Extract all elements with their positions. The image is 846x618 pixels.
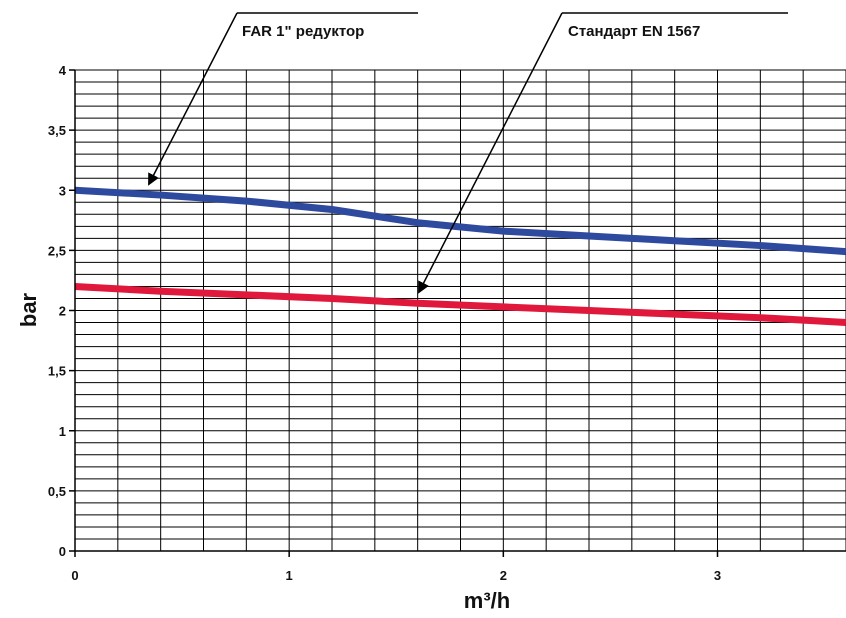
y-tick-label: 2 bbox=[59, 304, 66, 319]
y-tick-label: 0 bbox=[59, 544, 66, 559]
y-tick-label: 2,5 bbox=[48, 243, 66, 258]
y-axis-title: bar bbox=[16, 292, 41, 327]
series-line-en1567 bbox=[74, 282, 846, 327]
y-tick-label: 3,5 bbox=[48, 123, 66, 138]
y-tick-label: 3 bbox=[59, 183, 66, 198]
x-tick-label: 1 bbox=[286, 568, 293, 583]
callout-en-arrow bbox=[418, 12, 563, 294]
series-line-far bbox=[74, 186, 846, 256]
x-tick-label: 0 bbox=[71, 568, 78, 583]
grid bbox=[75, 69, 846, 551]
x-tick-labels: 0 1 2 3 bbox=[71, 551, 721, 583]
y-tick-label: 1 bbox=[59, 424, 66, 439]
callout-far-label: FAR 1" редуктор bbox=[242, 23, 364, 40]
y-tick-label: 1,5 bbox=[48, 364, 66, 379]
callout-far-arrow bbox=[148, 12, 238, 186]
y-tick-label: 4 bbox=[59, 63, 67, 78]
x-tick-label: 3 bbox=[714, 568, 721, 583]
y-tick-label: 0,5 bbox=[48, 484, 66, 499]
x-tick-label: 2 bbox=[500, 568, 507, 583]
x-axis-title: m³/h bbox=[464, 588, 510, 613]
callout-en-label: Стандарт EN 1567 bbox=[568, 23, 700, 40]
y-tick-labels: 0 0,5 1 1,5 2 2,5 3 3,5 4 bbox=[48, 63, 75, 559]
series-layer bbox=[74, 186, 846, 327]
